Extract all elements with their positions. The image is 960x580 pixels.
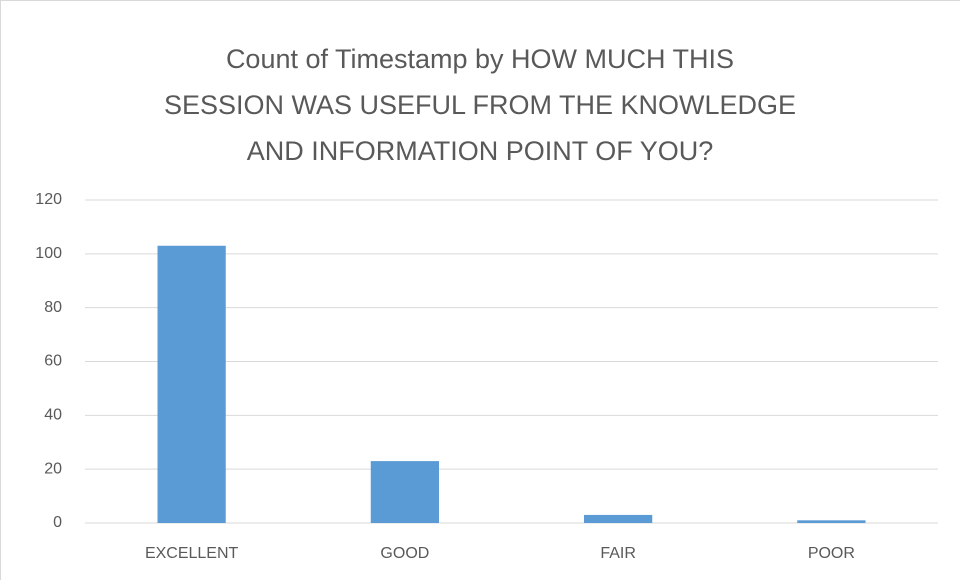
bar [157,245,226,523]
bar [370,461,439,523]
y-tick-label: 40 [44,407,62,424]
y-tick-label: 60 [44,353,62,370]
chart-title: Count of Timestamp by HOW MUCH THIS SESS… [163,44,797,166]
x-tick-label: POOR [808,545,855,562]
bar [584,514,653,523]
x-tick-label: EXCELLENT [145,545,239,562]
y-tick-label: 80 [44,299,62,316]
x-tick-label: FAIR [600,545,636,562]
y-tick-label: 20 [44,460,62,477]
y-tick-label: 100 [35,245,62,262]
bar [797,520,866,523]
y-tick-label: 0 [53,514,62,531]
x-tick-label: GOOD [380,545,429,562]
y-tick-label: 120 [35,191,62,208]
